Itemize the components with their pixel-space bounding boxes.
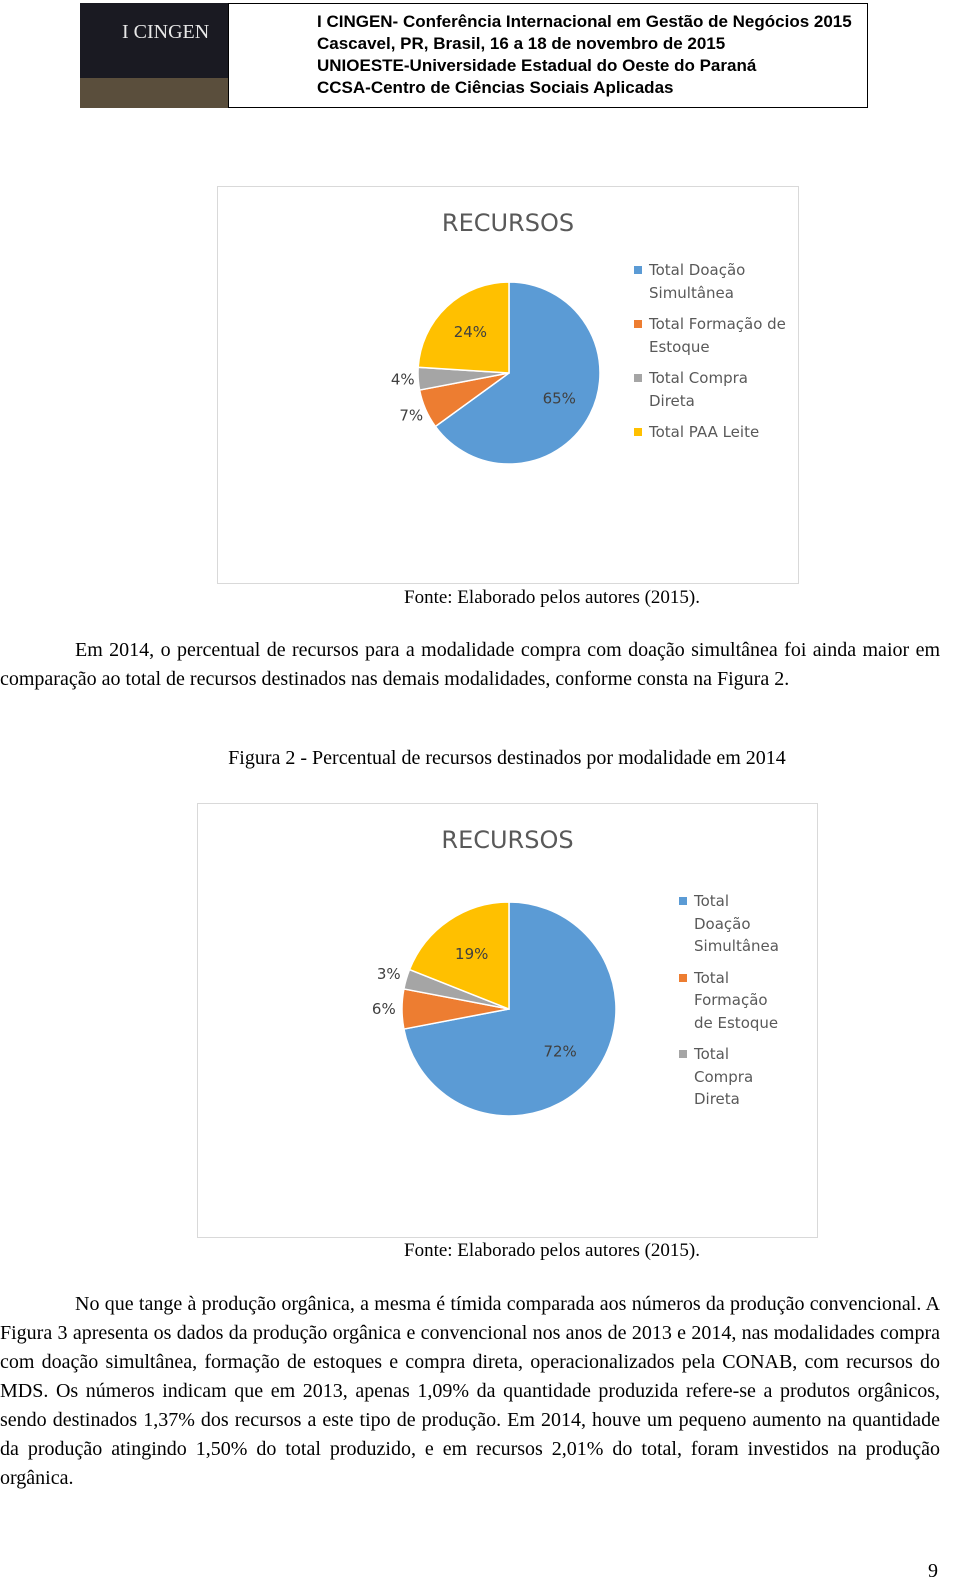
legend-label: Total Doação Simultânea [694, 892, 779, 955]
legend-swatch [634, 266, 642, 274]
figure-caption: Figura 2 - Percentual de recursos destin… [228, 747, 786, 769]
pie-chart: RECURSOS 65% 7% 4% 24% [391, 209, 601, 465]
data-label: 19% [455, 945, 488, 963]
legend-label: Total PAA Leite [649, 423, 760, 441]
paragraph: No que tange à produção orgânica, a mesm… [0, 1293, 940, 1489]
legend-label: Total Compra Direta [649, 369, 748, 410]
header-line: Cascavel, PR, Brasil, 16 a 18 de novembr… [317, 34, 726, 53]
legend-entry: Total PAA Leite [634, 421, 794, 444]
legend-label: Total Compra Direta [694, 1045, 754, 1108]
legend-swatch [679, 897, 687, 905]
chart-title: RECURSOS [442, 209, 574, 237]
legend-entry: Total Compra Direta [634, 367, 794, 412]
legend-swatch [679, 1050, 687, 1058]
source: Fonte: Elaborado pelos autores (2015). [404, 587, 701, 608]
legend-swatch [679, 973, 687, 982]
data-label: 7% [399, 406, 423, 424]
paragraph: Em 2014, o percentual de recursos para a… [0, 639, 940, 690]
legend-swatch [634, 374, 642, 382]
header-box: I CINGEN- Conferência Internacional em G… [228, 3, 868, 108]
data-label: 72% [543, 1042, 576, 1060]
logo-text: I CINGEN [122, 21, 210, 43]
legend-swatch [634, 428, 642, 436]
logo: I CINGEN [80, 3, 228, 108]
logo-image [80, 78, 228, 108]
data-label: 4% [391, 371, 415, 389]
page-number: 9 [928, 1560, 938, 1582]
data-label: 65% [543, 390, 576, 408]
pie-slice [403, 901, 617, 1117]
legend-entry: Total Doação Simultânea [634, 259, 794, 304]
data-label: 24% [454, 323, 487, 341]
chart-box: RECURSOS 72% 6% 3% 19% Total Doação Simultâne… [197, 803, 818, 1238]
legend-label: Total Formação de Estoque [694, 968, 779, 1032]
header-line: CCSA-Centro de Ciências Sociais Aplicada… [317, 78, 674, 97]
chart-box: RECURSOS 65% 7% 4% 24% Total Doação Simultâne… [217, 186, 799, 584]
pie-slice [434, 281, 601, 465]
legend-entry: Total Formação de Estoque [634, 313, 794, 358]
legend-entry: Total Compra Direta [679, 1043, 779, 1111]
legend-entry: Total Formação de Estoque [679, 967, 779, 1035]
source: Fonte: Elaborado pelos autores (2015). [404, 1240, 701, 1261]
header-line: UNIOESTE-Universidade Estadual do Oeste … [317, 56, 757, 75]
chart-title: RECURSOS [441, 826, 573, 854]
legend-swatch [634, 320, 642, 328]
legend: Total Doação Simultânea Total Formação de… [634, 259, 794, 453]
legend-entry: Total Doação Simultânea [679, 890, 779, 958]
legend-label: Total Formação de Estoque [649, 315, 786, 356]
data-label: 3% [377, 965, 401, 983]
pie-chart: RECURSOS 72% 6% 3% 19% [372, 826, 617, 1117]
legend: Total Doação Simultânea Total Formação de… [679, 890, 779, 1120]
pie-slice [417, 281, 510, 374]
pie-slice [408, 901, 510, 1011]
legend-label: Total Doação Simultânea [649, 261, 746, 302]
data-label: 6% [372, 1000, 396, 1018]
header-line: I CINGEN- Conferência Internacional em G… [317, 12, 852, 31]
